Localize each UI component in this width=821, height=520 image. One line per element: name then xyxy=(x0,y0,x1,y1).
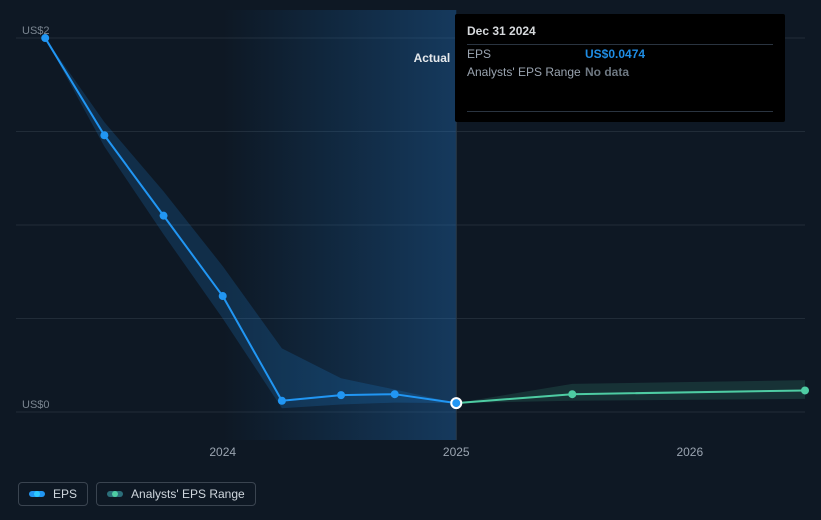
svg-text:2024: 2024 xyxy=(209,445,236,459)
tooltip-row-label: EPS xyxy=(467,45,585,63)
svg-text:Actual: Actual xyxy=(414,51,451,65)
tooltip-row-label: Analysts' EPS Range xyxy=(467,63,585,81)
legend-label: EPS xyxy=(53,487,77,501)
tooltip-row-value: No data xyxy=(585,63,773,81)
chart-tooltip: Dec 31 2024 EPS US$0.0474 Analysts' EPS … xyxy=(455,14,785,122)
legend-swatch-icon xyxy=(107,491,123,497)
svg-text:2026: 2026 xyxy=(676,445,703,459)
tooltip-row-value: US$0.0474 xyxy=(585,45,773,63)
legend-label: Analysts' EPS Range xyxy=(131,487,245,501)
legend: EPS Analysts' EPS Range xyxy=(18,482,256,506)
tooltip-divider xyxy=(467,111,773,112)
legend-swatch-icon xyxy=(29,491,45,497)
tooltip-row-eps: EPS US$0.0474 xyxy=(467,45,773,63)
tooltip-table: EPS US$0.0474 Analysts' EPS Range No dat… xyxy=(467,45,773,81)
legend-item-eps[interactable]: EPS xyxy=(18,482,88,506)
legend-item-range[interactable]: Analysts' EPS Range xyxy=(96,482,256,506)
svg-text:US$0: US$0 xyxy=(22,399,50,411)
svg-text:2025: 2025 xyxy=(443,445,470,459)
tooltip-row-range: Analysts' EPS Range No data xyxy=(467,63,773,81)
tooltip-title: Dec 31 2024 xyxy=(467,24,773,38)
